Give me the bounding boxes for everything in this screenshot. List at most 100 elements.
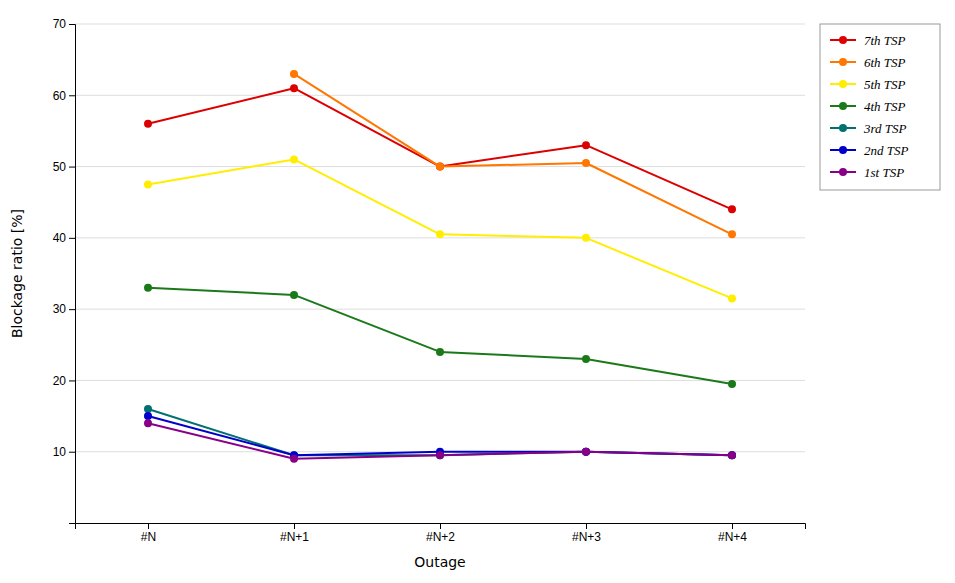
tick-label: 30 [53, 302, 67, 316]
tick-label: #N+1 [280, 530, 309, 544]
grid-line [75, 309, 805, 310]
marker [582, 234, 590, 242]
series [144, 419, 736, 463]
marker [436, 163, 444, 171]
series [144, 405, 736, 459]
marker [582, 355, 590, 363]
legend-swatch [839, 58, 847, 66]
tick-label: 20 [53, 374, 67, 388]
tick-label: #N [141, 530, 156, 544]
legend-item: 3rd TSP [830, 121, 907, 136]
legend-label: 3rd TSP [863, 121, 907, 136]
chart: 10203040506070#N#N+1#N+2#N+3#N+4OutageBl… [0, 0, 955, 583]
line [148, 423, 732, 459]
legend-item: 1st TSP [830, 165, 904, 180]
marker [144, 284, 152, 292]
x-axis: #N #N+1 #N+2 #N+3 #N+4 [76, 523, 806, 544]
tick-label: 50 [53, 160, 67, 174]
legend: 7th TSP 6th TSP 5th TSP 4th TSP 3rd TSP 2nd T… [820, 24, 940, 190]
tick-label: #N+3 [572, 530, 601, 544]
legend-swatch [839, 146, 847, 154]
series [144, 412, 736, 459]
tick-mark [732, 523, 733, 529]
line [148, 416, 732, 455]
legend-label: 1st TSP [864, 165, 904, 180]
marker [144, 419, 152, 427]
line [148, 288, 732, 384]
tick-mark [148, 523, 149, 529]
tick-mark [69, 238, 75, 239]
marker [582, 448, 590, 456]
grid-line [75, 380, 805, 381]
tick-mark [69, 309, 75, 310]
line [148, 159, 732, 298]
series [144, 284, 736, 388]
line [294, 74, 732, 234]
legend-item: 2nd TSP [830, 143, 908, 158]
grid-line [75, 95, 805, 96]
tick-label: #N+2 [426, 530, 455, 544]
marker [728, 380, 736, 388]
legend-label: 5th TSP [864, 77, 906, 92]
axis-line [76, 524, 806, 530]
series [144, 155, 736, 302]
tick-mark [440, 523, 441, 529]
legend-frame [820, 24, 940, 190]
marker [582, 448, 590, 456]
grid [75, 24, 805, 452]
tick-mark [69, 167, 75, 168]
legend-item: 7th TSP [830, 33, 906, 48]
tick-label: 60 [53, 89, 67, 103]
legend-swatch [839, 168, 847, 176]
marker [582, 141, 590, 149]
legend-label: 2nd TSP [864, 143, 908, 158]
legend-item: 4th TSP [830, 99, 906, 114]
tick: 10 [53, 445, 75, 459]
marker [144, 120, 152, 128]
tick: 40 [53, 231, 75, 245]
series [290, 70, 736, 238]
tick: #N+1 [280, 523, 309, 544]
marker [436, 163, 444, 171]
marker [144, 180, 152, 188]
legend-label: 7th TSP [864, 33, 906, 48]
tick-mark [294, 523, 295, 529]
marker [290, 155, 298, 163]
marker [728, 294, 736, 302]
marker [436, 348, 444, 356]
legend-swatch [839, 102, 847, 110]
tick: #N [141, 523, 156, 544]
tick: 60 [53, 89, 75, 103]
legend-item: 5th TSP [830, 77, 906, 92]
tick: #N+3 [572, 523, 601, 544]
marker [290, 455, 298, 463]
marker [144, 405, 152, 413]
tick: #N+2 [426, 523, 455, 544]
tick: 70 [53, 17, 75, 31]
marker [290, 70, 298, 78]
tick-label: 10 [53, 445, 67, 459]
grid-line [75, 24, 805, 25]
tick-mark [69, 452, 75, 453]
marker [582, 159, 590, 167]
tick-mark [69, 380, 75, 381]
tick: 30 [53, 302, 75, 316]
marker [728, 451, 736, 459]
y-axis-title: Blockage ratio [%] [9, 209, 25, 338]
marker [436, 230, 444, 238]
marker [290, 84, 298, 92]
marker [728, 451, 736, 459]
plot: 10 20 30 40 50 60 70 #N #N+1 #N+2 #N+3 #N+4 [53, 17, 806, 543]
legend-item: 6th TSP [830, 55, 906, 70]
legend-label: 4th TSP [864, 99, 906, 114]
tick-label: #N+4 [718, 530, 747, 544]
marker [144, 412, 152, 420]
marker [582, 448, 590, 456]
marker [728, 205, 736, 213]
tick-mark [69, 24, 75, 25]
legend-swatch [839, 80, 847, 88]
tick: 50 [53, 160, 75, 174]
y-axis: 10 20 30 40 50 60 70 [53, 17, 76, 523]
tick-mark [586, 523, 587, 529]
marker [728, 451, 736, 459]
